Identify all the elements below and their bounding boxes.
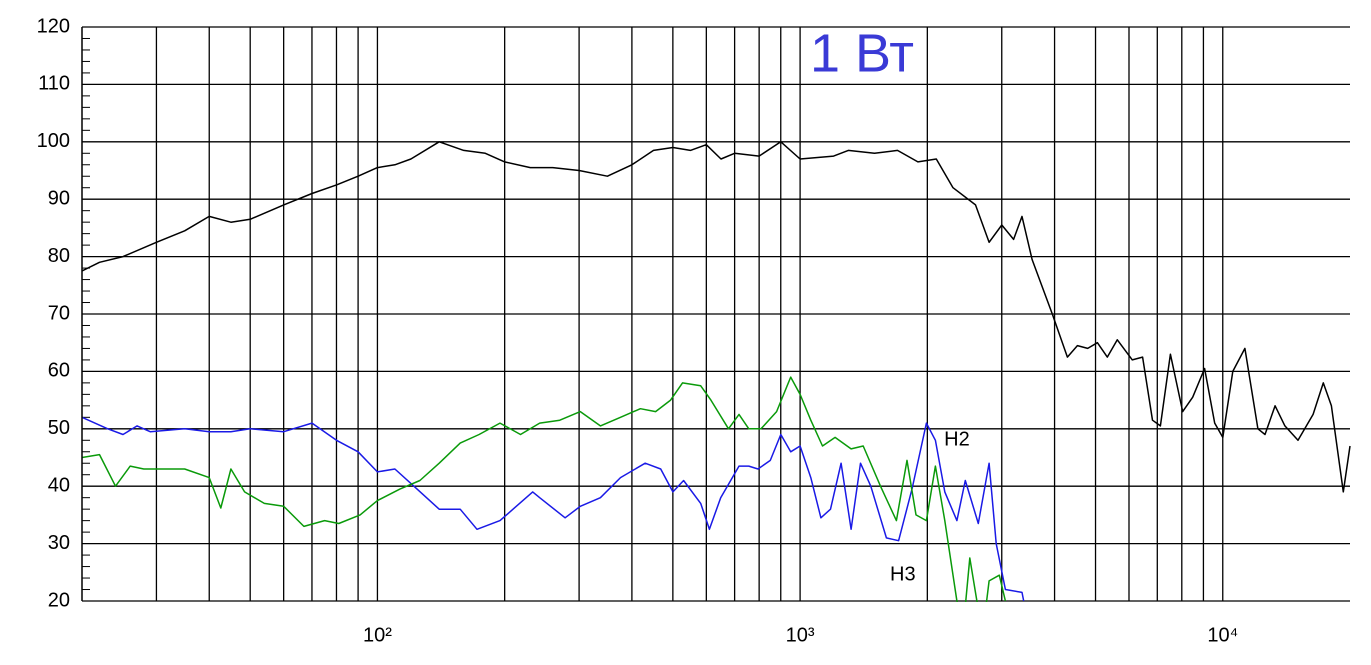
series-line xyxy=(82,416,1025,602)
x-tick-label: 10² xyxy=(363,624,392,646)
y-tick-label: 90 xyxy=(48,187,70,209)
y-tick-label: 20 xyxy=(48,589,70,611)
annotation: H2 xyxy=(944,429,970,451)
y-tick-label: 40 xyxy=(48,474,70,496)
series-line xyxy=(82,376,1007,602)
y-tick-label: 70 xyxy=(48,302,70,324)
plot-area xyxy=(82,141,1351,602)
x-tick-label: 10³ xyxy=(786,624,815,646)
y-tick-label: 30 xyxy=(48,532,70,554)
y-tick-label: 120 xyxy=(37,15,70,37)
y-tick-label: 60 xyxy=(48,360,70,382)
y-tick-label: 110 xyxy=(38,73,70,95)
x-tick-label: 10⁴ xyxy=(1207,624,1238,646)
y-tick-label: 50 xyxy=(48,417,70,439)
y-tick-label: 100 xyxy=(37,130,70,152)
series-line xyxy=(82,141,1351,493)
annotation: H3 xyxy=(890,563,916,585)
grid xyxy=(82,26,1350,602)
chart-title: 1 Вт xyxy=(810,23,914,83)
y-tick-label: 80 xyxy=(48,245,70,267)
